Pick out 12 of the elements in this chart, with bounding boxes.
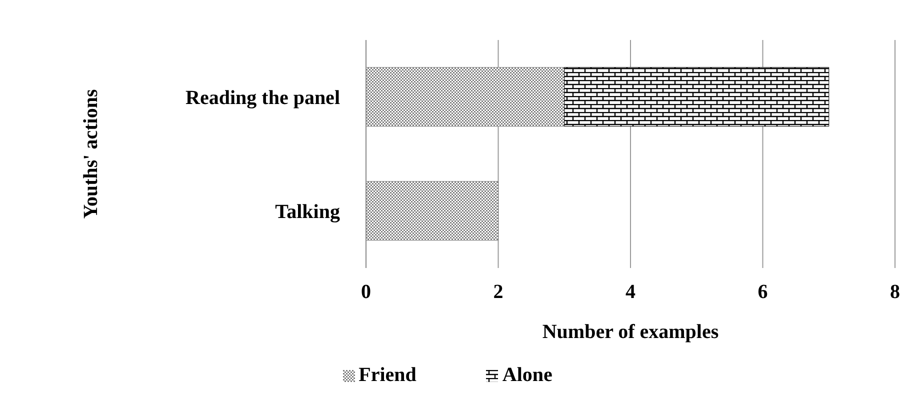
legend-label: Friend: [358, 364, 416, 387]
x-axis-title: Number of examples: [542, 321, 719, 343]
y-axis-title: Youths' actions: [80, 89, 102, 219]
x-tick-label: 8: [890, 281, 900, 304]
y-tick-label: Reading the panel: [186, 87, 340, 110]
bar: [564, 67, 830, 127]
x-tick-label: 2: [493, 281, 504, 304]
y-tick-label: Talking: [275, 201, 340, 224]
legend-label: Alone: [501, 364, 552, 387]
x-tick-label: 4: [626, 281, 636, 304]
x-tick-label: 6: [758, 281, 768, 304]
x-tick-label: 0: [361, 281, 371, 304]
